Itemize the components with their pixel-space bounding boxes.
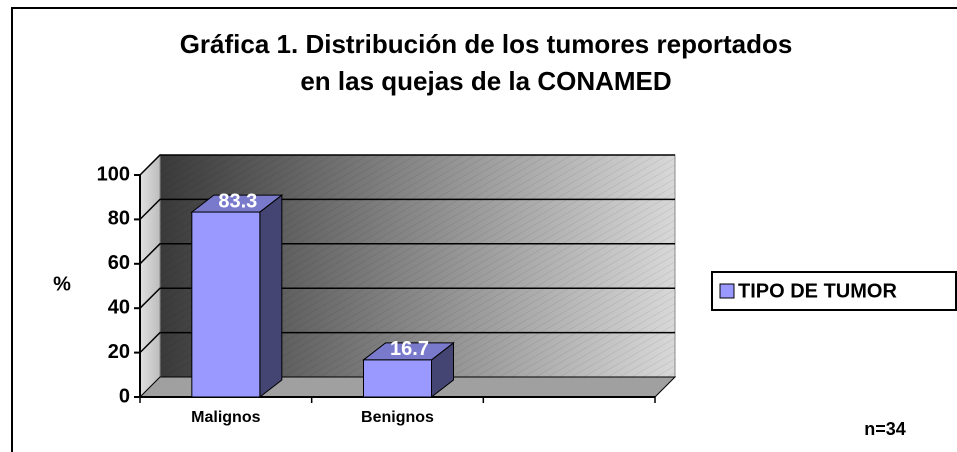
y-tick-label: 80 [108,208,130,230]
x-tick-label: Benignos [361,409,434,426]
grid-line [139,287,675,309]
side-wall [139,153,161,399]
chart-title: Gráfica 1. Distribución de los tumores r… [180,29,793,59]
bar-front [191,211,261,398]
bar [190,194,284,399]
grid-line [139,331,675,354]
legend-label: TIPO DE TUMOR [738,280,897,302]
bar-side [259,194,283,399]
y-tick-label: 0 [119,385,130,407]
legend-swatch [719,283,735,299]
grid-line [139,154,675,176]
legend-box [711,271,957,311]
bar-front [363,359,432,398]
data-label: 16.7 [390,338,429,360]
annotation: n=34 [864,419,906,439]
grid-line [139,243,675,265]
grid-line [139,198,675,220]
data-label: 83.3 [218,190,257,212]
bar [362,341,455,399]
y-axis-label: % [53,273,71,295]
y-tick-label: 100 [97,163,130,185]
y-tick-label: 60 [108,252,130,274]
x-tick-label: Malignos [191,409,260,426]
chart-title: en las quejas de la CONAMED [300,66,671,96]
y-tick-label: 20 [108,341,130,363]
y-tick-label: 40 [108,296,130,318]
